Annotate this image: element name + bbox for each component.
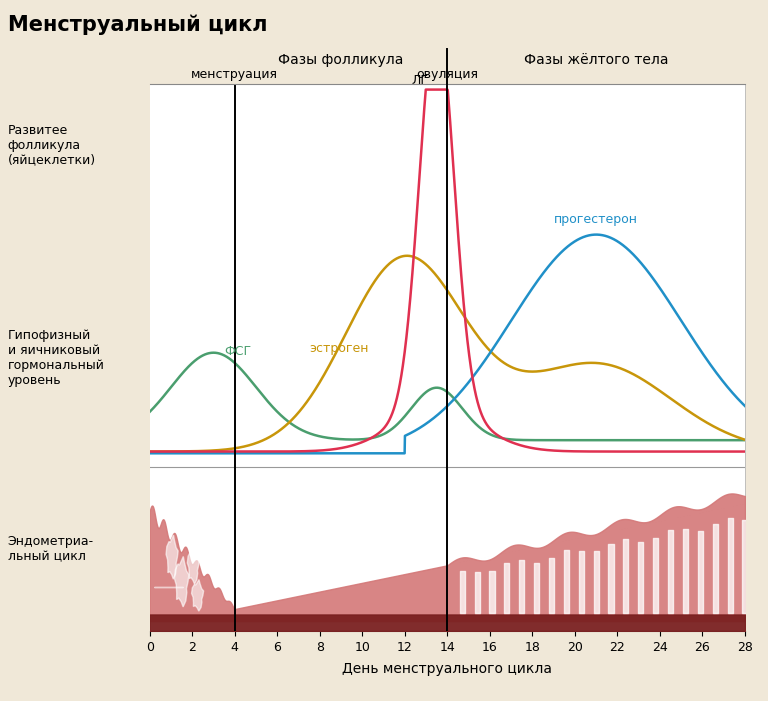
- Text: прогестерон: прогестерон: [554, 212, 637, 226]
- Polygon shape: [191, 580, 204, 611]
- Text: Развитее
фолликула
(яйцеклетки): Развитее фолликула (яйцеклетки): [8, 123, 96, 167]
- Text: ЛГ: ЛГ: [411, 74, 429, 87]
- Text: эстроген: эстроген: [310, 342, 369, 355]
- Text: Фазы жёлтого тела: Фазы жёлтого тела: [524, 53, 668, 67]
- Text: Менструальный цикл: Менструальный цикл: [8, 14, 267, 34]
- Text: ФСГ: ФСГ: [224, 345, 251, 358]
- Text: Гипофизный
и яичниковый
гормональный
уровень: Гипофизный и яичниковый гормональный уро…: [8, 329, 104, 386]
- Polygon shape: [166, 535, 178, 579]
- Polygon shape: [187, 546, 200, 584]
- Text: менструация: менструация: [191, 67, 278, 81]
- Text: Эндометриа-
льный цикл: Эндометриа- льный цикл: [8, 535, 94, 563]
- Text: Фазы фолликула: Фазы фолликула: [278, 53, 404, 67]
- X-axis label: День менструального цикла: День менструального цикла: [343, 662, 552, 676]
- Text: овуляция: овуляция: [416, 67, 478, 81]
- Polygon shape: [174, 557, 189, 607]
